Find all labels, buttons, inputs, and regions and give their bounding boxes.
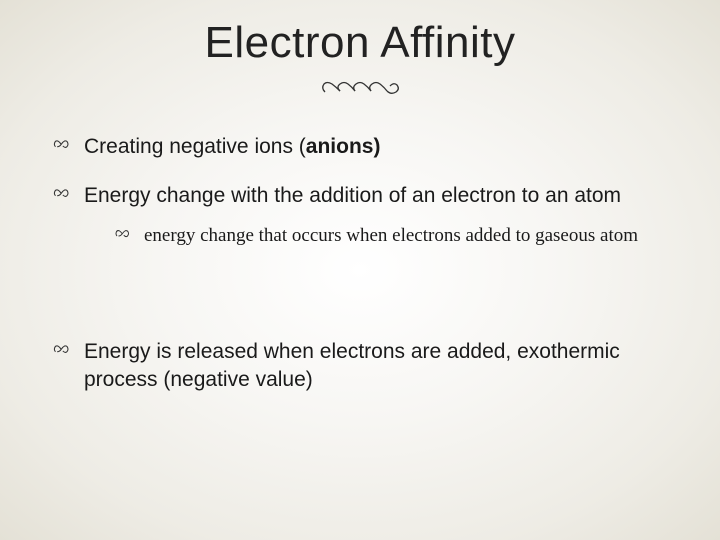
bullet-3-text: Energy is released when electrons are ad… [84, 340, 620, 390]
bullet-item-1: Creating negative ions (anions) [50, 133, 670, 160]
bullet-1-text-bold: anions) [306, 135, 381, 158]
sub-bullet-list: energy change that occurs when electrons… [114, 224, 670, 249]
sub-bullet-item-1: energy change that occurs when electrons… [114, 224, 670, 249]
bullet-1-text-pre: Creating negative ions ( [84, 135, 306, 158]
flourish-icon [305, 78, 415, 100]
slide: Electron Affinity Creating negative ions… [0, 0, 720, 540]
bullet-item-3: Energy is released when electrons are ad… [50, 338, 670, 393]
sub-bullet-1-text: energy change that occurs when electrons… [144, 225, 638, 246]
slide-title: Electron Affinity [50, 18, 670, 68]
title-divider [50, 78, 670, 105]
bullet-2-text: Energy change with the addition of an el… [84, 184, 621, 207]
bullet-list: Creating negative ions (anions) Energy c… [50, 133, 670, 393]
bullet-item-2: Energy change with the addition of an el… [50, 182, 670, 248]
